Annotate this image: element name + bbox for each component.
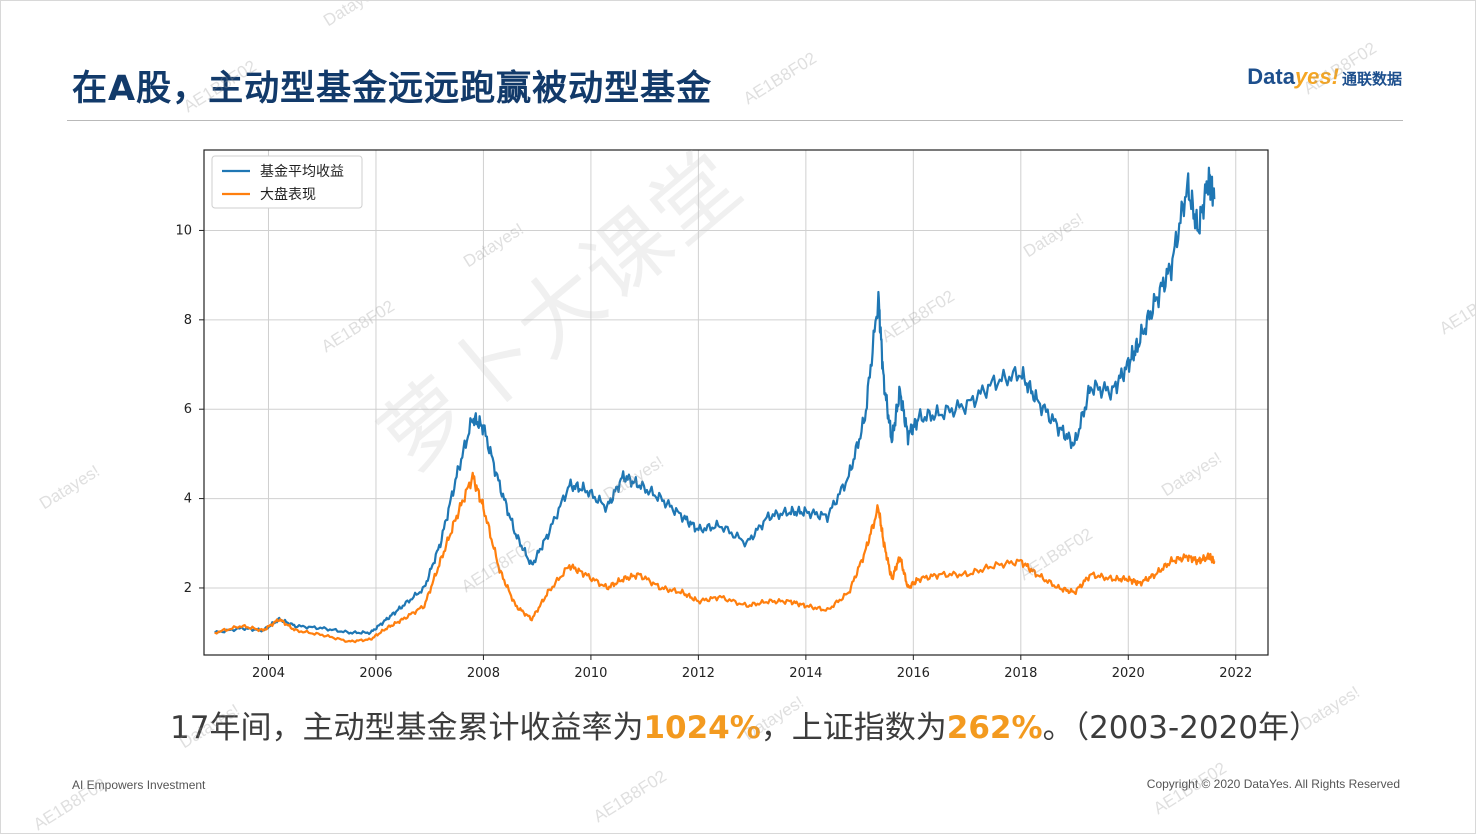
x-tick-label: 2020 [1112,666,1145,681]
footer-copyright: Copyright © 2020 DataYes. All Rights Res… [1146,777,1400,791]
y-tick-label: 6 [184,402,192,417]
fund-return-value: 1024% [643,710,761,746]
x-tick-label: 2016 [897,666,930,681]
brand-logo-yes: yes! [1294,64,1339,89]
page-title: 在A股，主动型基金远远跑赢被动型基金 [72,69,713,109]
summary-part2: ，上证指数为 [760,710,947,746]
footer-tagline: AI Empowers Investment [72,778,206,792]
brand-logo-cn: 通联数据 [1341,71,1402,88]
plot-frame [203,149,1269,656]
header-divider [67,120,1403,121]
brand-logo: Datayes! 通联数据 [1247,64,1402,90]
brand-logo-data: Data [1247,64,1295,89]
x-tick-label: 2008 [467,666,500,681]
legend-label: 大盘表现 [260,186,316,203]
summary-part1: 17年间，主动型基金累计收益率为 [170,710,644,746]
y-tick-label: 2 [184,581,192,596]
x-tick-label: 2018 [1004,666,1037,681]
y-tick-label: 10 [175,223,192,238]
summary-text: 17年间，主动型基金累计收益率为1024%，上证指数为262%。（2003-20… [170,702,1320,747]
y-tick-label: 4 [184,492,192,507]
x-tick-label: 2010 [574,666,607,681]
plot-area [204,150,1268,655]
x-tick-label: 2012 [682,666,715,681]
x-tick-label: 2006 [359,666,392,681]
series-line-1 [214,471,1216,644]
x-tick-label: 2022 [1219,666,1252,681]
y-tick-label: 8 [184,313,192,328]
x-tick-label: 2004 [252,666,285,681]
index-return-value: 262% [946,710,1043,746]
series-line-0 [214,166,1216,636]
summary-part3: 。（2003-2020年） [1042,710,1321,746]
x-tick-label: 2014 [789,666,822,681]
legend-label: 基金平均收益 [260,163,344,180]
